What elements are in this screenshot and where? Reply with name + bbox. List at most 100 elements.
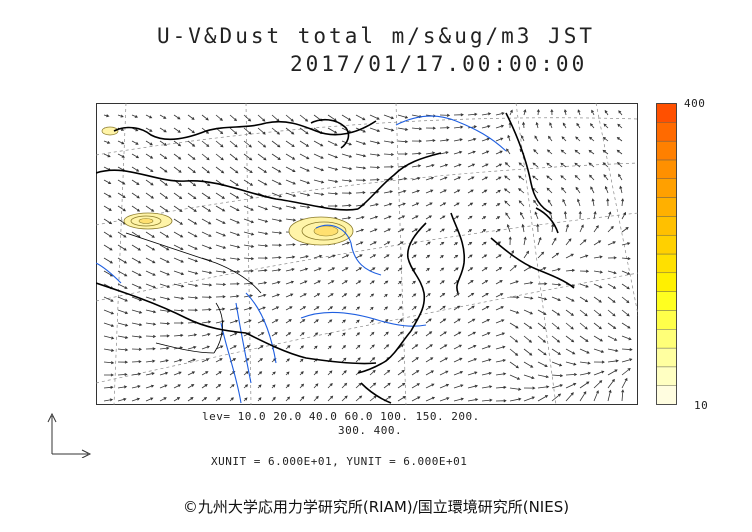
internal-borders — [125, 232, 262, 354]
wind-vector — [425, 293, 431, 298]
wind-vector — [425, 126, 437, 130]
border-mongolia-russia — [113, 122, 267, 141]
border-tibet — [125, 232, 262, 294]
wind-vector — [397, 280, 402, 285]
coast-china-south — [357, 330, 412, 374]
wind-vector — [355, 216, 365, 220]
wind-vector — [355, 280, 362, 285]
wind-vector — [103, 398, 114, 402]
coast-vietnam — [360, 382, 392, 404]
wind-vector — [285, 140, 295, 148]
wind-vector — [621, 296, 630, 304]
wind-vector — [593, 240, 602, 246]
wind-vector — [187, 153, 196, 160]
wind-vector — [495, 372, 507, 376]
wind-vector — [159, 153, 168, 160]
wind-vector — [369, 267, 376, 272]
wind-vector — [159, 257, 170, 263]
wind-vector — [285, 243, 296, 247]
wind-vector — [425, 202, 433, 207]
wind-vector — [229, 153, 239, 161]
wind-vector — [621, 198, 625, 207]
wind-vector — [131, 270, 142, 276]
wind-vector — [229, 257, 241, 261]
wind-vector — [509, 295, 520, 299]
wind-vector — [467, 371, 478, 376]
wind-vector — [439, 331, 447, 337]
wind-vector — [299, 319, 306, 324]
wind-vector — [561, 136, 567, 142]
wind-vector — [411, 228, 418, 233]
wind-vector — [271, 127, 281, 135]
wind-vector — [215, 307, 226, 311]
wind-vector — [521, 223, 525, 233]
wind-vector — [621, 227, 629, 233]
wind-vector — [504, 200, 511, 207]
wind-vector — [523, 361, 534, 368]
wind-vector — [341, 357, 347, 363]
wind-vector — [551, 384, 563, 389]
wind-vector — [397, 241, 404, 246]
wind-vector — [467, 305, 475, 311]
wind-vector — [551, 223, 555, 233]
wind-vector — [243, 345, 251, 350]
colorbar-cell — [656, 329, 677, 349]
wind-vector — [187, 231, 198, 238]
wind-vector — [383, 254, 390, 259]
wind-vector — [411, 189, 421, 194]
wind-vector — [341, 114, 352, 121]
wind-vector — [215, 218, 226, 224]
wind-vector — [299, 153, 310, 160]
wind-vector — [145, 296, 157, 301]
wind-vector — [369, 178, 380, 182]
wind-vector — [145, 166, 154, 173]
wind-vector — [411, 344, 419, 350]
wind-vector — [313, 153, 324, 159]
wind-vector — [271, 153, 281, 160]
wind-vector — [425, 254, 431, 259]
wind-vector — [257, 397, 262, 402]
wind-vector — [550, 108, 554, 116]
wind-vector — [439, 138, 450, 142]
wind-vector — [159, 192, 169, 199]
colorbar-cell — [656, 140, 677, 161]
wind-vector — [467, 358, 478, 363]
wind-vector — [397, 369, 405, 376]
wind-vector — [201, 358, 210, 363]
wind-vector — [593, 370, 605, 376]
wind-vector — [215, 358, 223, 363]
wind-vector — [467, 280, 474, 285]
river-yangtze — [300, 311, 427, 327]
wind-vector — [467, 254, 473, 259]
wind-vector — [187, 270, 199, 275]
wind-vector — [173, 218, 184, 225]
wind-vector — [593, 210, 597, 220]
wind-vector — [271, 293, 280, 298]
wind-vector — [495, 203, 501, 207]
wind-vector — [257, 358, 263, 363]
wind-vector — [397, 382, 406, 389]
wind-vector — [425, 357, 434, 363]
wind-vector — [397, 306, 403, 311]
wind-vector — [453, 331, 462, 337]
wind-vector — [509, 335, 519, 343]
wind-vector — [285, 358, 290, 363]
wind-vector — [411, 370, 420, 376]
wind-vector — [285, 306, 293, 311]
wind-vector — [411, 293, 417, 298]
wind-vector — [439, 202, 447, 207]
wind-vector — [509, 361, 519, 369]
river-yellow — [315, 224, 382, 276]
wind-vector — [551, 283, 562, 287]
wind-vector — [604, 185, 609, 194]
wind-vector — [588, 136, 595, 142]
wind-vector — [439, 163, 449, 168]
coast-japan-hokkaido — [535, 207, 559, 234]
copyright-notice: ©九州大学応用力学研究所(RIAM)/国立環境研究所(NIES) — [182, 498, 570, 516]
wind-vector — [369, 241, 377, 246]
wind-vector — [341, 166, 353, 171]
wind-vector — [159, 114, 167, 119]
wind-vector — [187, 358, 196, 363]
wind-vector — [369, 127, 381, 132]
wind-vector — [523, 322, 533, 329]
